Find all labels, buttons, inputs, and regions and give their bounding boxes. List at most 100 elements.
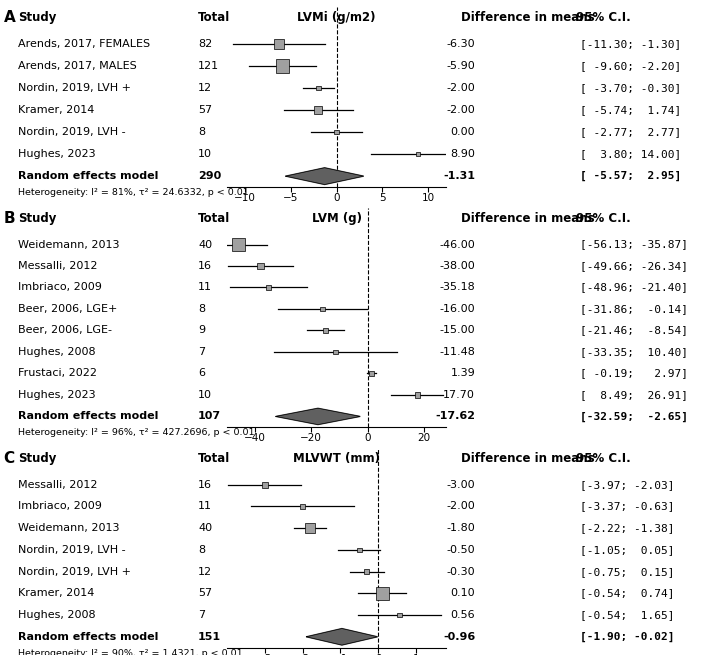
Text: [-48.96; -21.40]: [-48.96; -21.40]	[580, 282, 688, 293]
Text: [ -0.19;   2.97]: [ -0.19; 2.97]	[580, 369, 688, 379]
Bar	[314, 106, 323, 114]
Bar	[232, 238, 245, 251]
Text: Hughes, 2023: Hughes, 2023	[18, 390, 96, 400]
Text: -2.00: -2.00	[446, 83, 475, 93]
Polygon shape	[306, 629, 377, 645]
Text: Study: Study	[18, 11, 56, 24]
Text: Hughes, 2008: Hughes, 2008	[18, 347, 96, 357]
Text: -11.48: -11.48	[439, 347, 475, 357]
Text: Total: Total	[198, 212, 230, 225]
Text: 1.39: 1.39	[451, 369, 475, 379]
Text: Messalli, 2012: Messalli, 2012	[18, 479, 97, 490]
Text: Arends, 2017, MALES: Arends, 2017, MALES	[18, 61, 137, 71]
Text: LVMi (g/m2): LVMi (g/m2)	[297, 11, 376, 24]
Text: 12: 12	[198, 567, 212, 576]
Text: -1.31: -1.31	[444, 171, 475, 181]
Text: Random effects model: Random effects model	[18, 632, 158, 642]
Text: [  8.49;  26.91]: [ 8.49; 26.91]	[580, 390, 688, 400]
Text: [-1.90; -0.02]: [-1.90; -0.02]	[580, 631, 674, 642]
Text: 16: 16	[198, 261, 212, 271]
Text: Imbriaco, 2009: Imbriaco, 2009	[18, 282, 102, 293]
Bar	[316, 86, 320, 90]
Text: 107: 107	[198, 411, 221, 421]
Text: 8: 8	[198, 304, 205, 314]
Text: -16.00: -16.00	[440, 304, 475, 314]
Text: 8.90: 8.90	[450, 149, 475, 159]
Text: 290: 290	[198, 171, 221, 181]
Text: Imbriaco, 2009: Imbriaco, 2009	[18, 502, 102, 512]
Text: 40: 40	[198, 523, 212, 533]
Text: Study: Study	[18, 452, 56, 465]
Text: 95% C.I.: 95% C.I.	[576, 212, 631, 225]
Text: 17.70: 17.70	[444, 390, 475, 400]
Text: [-1.05;  0.05]: [-1.05; 0.05]	[580, 545, 674, 555]
Bar	[376, 587, 389, 600]
Bar	[415, 392, 420, 398]
Text: Beer, 2006, LGE-: Beer, 2006, LGE-	[18, 326, 112, 335]
Polygon shape	[276, 408, 360, 424]
Text: Arends, 2017, FEMALES: Arends, 2017, FEMALES	[18, 39, 150, 49]
Text: 8: 8	[198, 127, 205, 137]
Text: 6: 6	[198, 369, 205, 379]
Text: 8: 8	[198, 545, 205, 555]
Text: 57: 57	[198, 105, 212, 115]
Text: -5.90: -5.90	[446, 61, 475, 71]
Bar	[266, 285, 271, 290]
Text: -38.00: -38.00	[439, 261, 475, 271]
Text: Weidemann, 2013: Weidemann, 2013	[18, 523, 120, 533]
Text: -6.30: -6.30	[446, 39, 475, 49]
Text: 16: 16	[198, 479, 212, 490]
Text: Total: Total	[198, 11, 230, 24]
Text: 95% C.I.: 95% C.I.	[576, 11, 631, 24]
Text: C: C	[4, 451, 14, 466]
Bar	[369, 371, 374, 375]
Text: 7: 7	[198, 610, 205, 620]
Bar	[415, 152, 420, 157]
Text: [ -3.70; -0.30]: [ -3.70; -0.30]	[580, 83, 681, 93]
Text: -2.00: -2.00	[446, 502, 475, 512]
Bar	[334, 130, 339, 134]
Text: [-31.86;  -0.14]: [-31.86; -0.14]	[580, 304, 688, 314]
Bar	[323, 328, 328, 333]
Text: [-56.13; -35.87]: [-56.13; -35.87]	[580, 240, 688, 250]
Text: Random effects model: Random effects model	[18, 171, 158, 181]
Text: [ -5.74;  1.74]: [ -5.74; 1.74]	[580, 105, 681, 115]
Text: 7: 7	[198, 347, 205, 357]
Bar	[261, 481, 268, 487]
Text: -1.80: -1.80	[446, 523, 475, 533]
Text: Nordin, 2019, LVH +: Nordin, 2019, LVH +	[18, 567, 131, 576]
Text: [ -5.57;  2.95]: [ -5.57; 2.95]	[580, 171, 681, 181]
Text: Nordin, 2019, LVH +: Nordin, 2019, LVH +	[18, 83, 131, 93]
Bar	[274, 39, 284, 49]
Text: 9: 9	[198, 326, 205, 335]
Text: Beer, 2006, LGE+: Beer, 2006, LGE+	[18, 304, 117, 314]
Bar	[357, 548, 361, 552]
Text: -35.18: -35.18	[439, 282, 475, 293]
Text: [-21.46;  -8.54]: [-21.46; -8.54]	[580, 326, 688, 335]
Text: [-3.97; -2.03]: [-3.97; -2.03]	[580, 479, 674, 490]
Text: Study: Study	[18, 212, 56, 225]
Text: [-33.35;  10.40]: [-33.35; 10.40]	[580, 347, 688, 357]
Text: [-49.66; -26.34]: [-49.66; -26.34]	[580, 261, 688, 271]
Text: 0.56: 0.56	[451, 610, 475, 620]
Bar	[300, 504, 305, 509]
Text: Difference in means: Difference in means	[461, 212, 595, 225]
Text: B: B	[4, 211, 15, 226]
Text: [-32.59;  -2.65]: [-32.59; -2.65]	[580, 411, 688, 422]
Text: -0.96: -0.96	[443, 632, 475, 642]
Text: 10: 10	[198, 390, 212, 400]
Text: Frustaci, 2022: Frustaci, 2022	[18, 369, 97, 379]
Bar	[257, 263, 264, 269]
Text: [ -9.60; -2.20]: [ -9.60; -2.20]	[580, 61, 681, 71]
Text: [-3.37; -0.63]: [-3.37; -0.63]	[580, 502, 674, 512]
Text: Difference in means: Difference in means	[461, 11, 595, 24]
Bar	[320, 307, 325, 311]
Text: 40: 40	[198, 240, 212, 250]
Text: [-0.54;  1.65]: [-0.54; 1.65]	[580, 610, 674, 620]
Text: Random effects model: Random effects model	[18, 411, 158, 421]
Text: 151: 151	[198, 632, 221, 642]
Polygon shape	[286, 168, 364, 185]
Text: 10: 10	[198, 149, 212, 159]
Text: 0.00: 0.00	[451, 127, 475, 137]
Text: [ -2.77;  2.77]: [ -2.77; 2.77]	[580, 127, 681, 137]
